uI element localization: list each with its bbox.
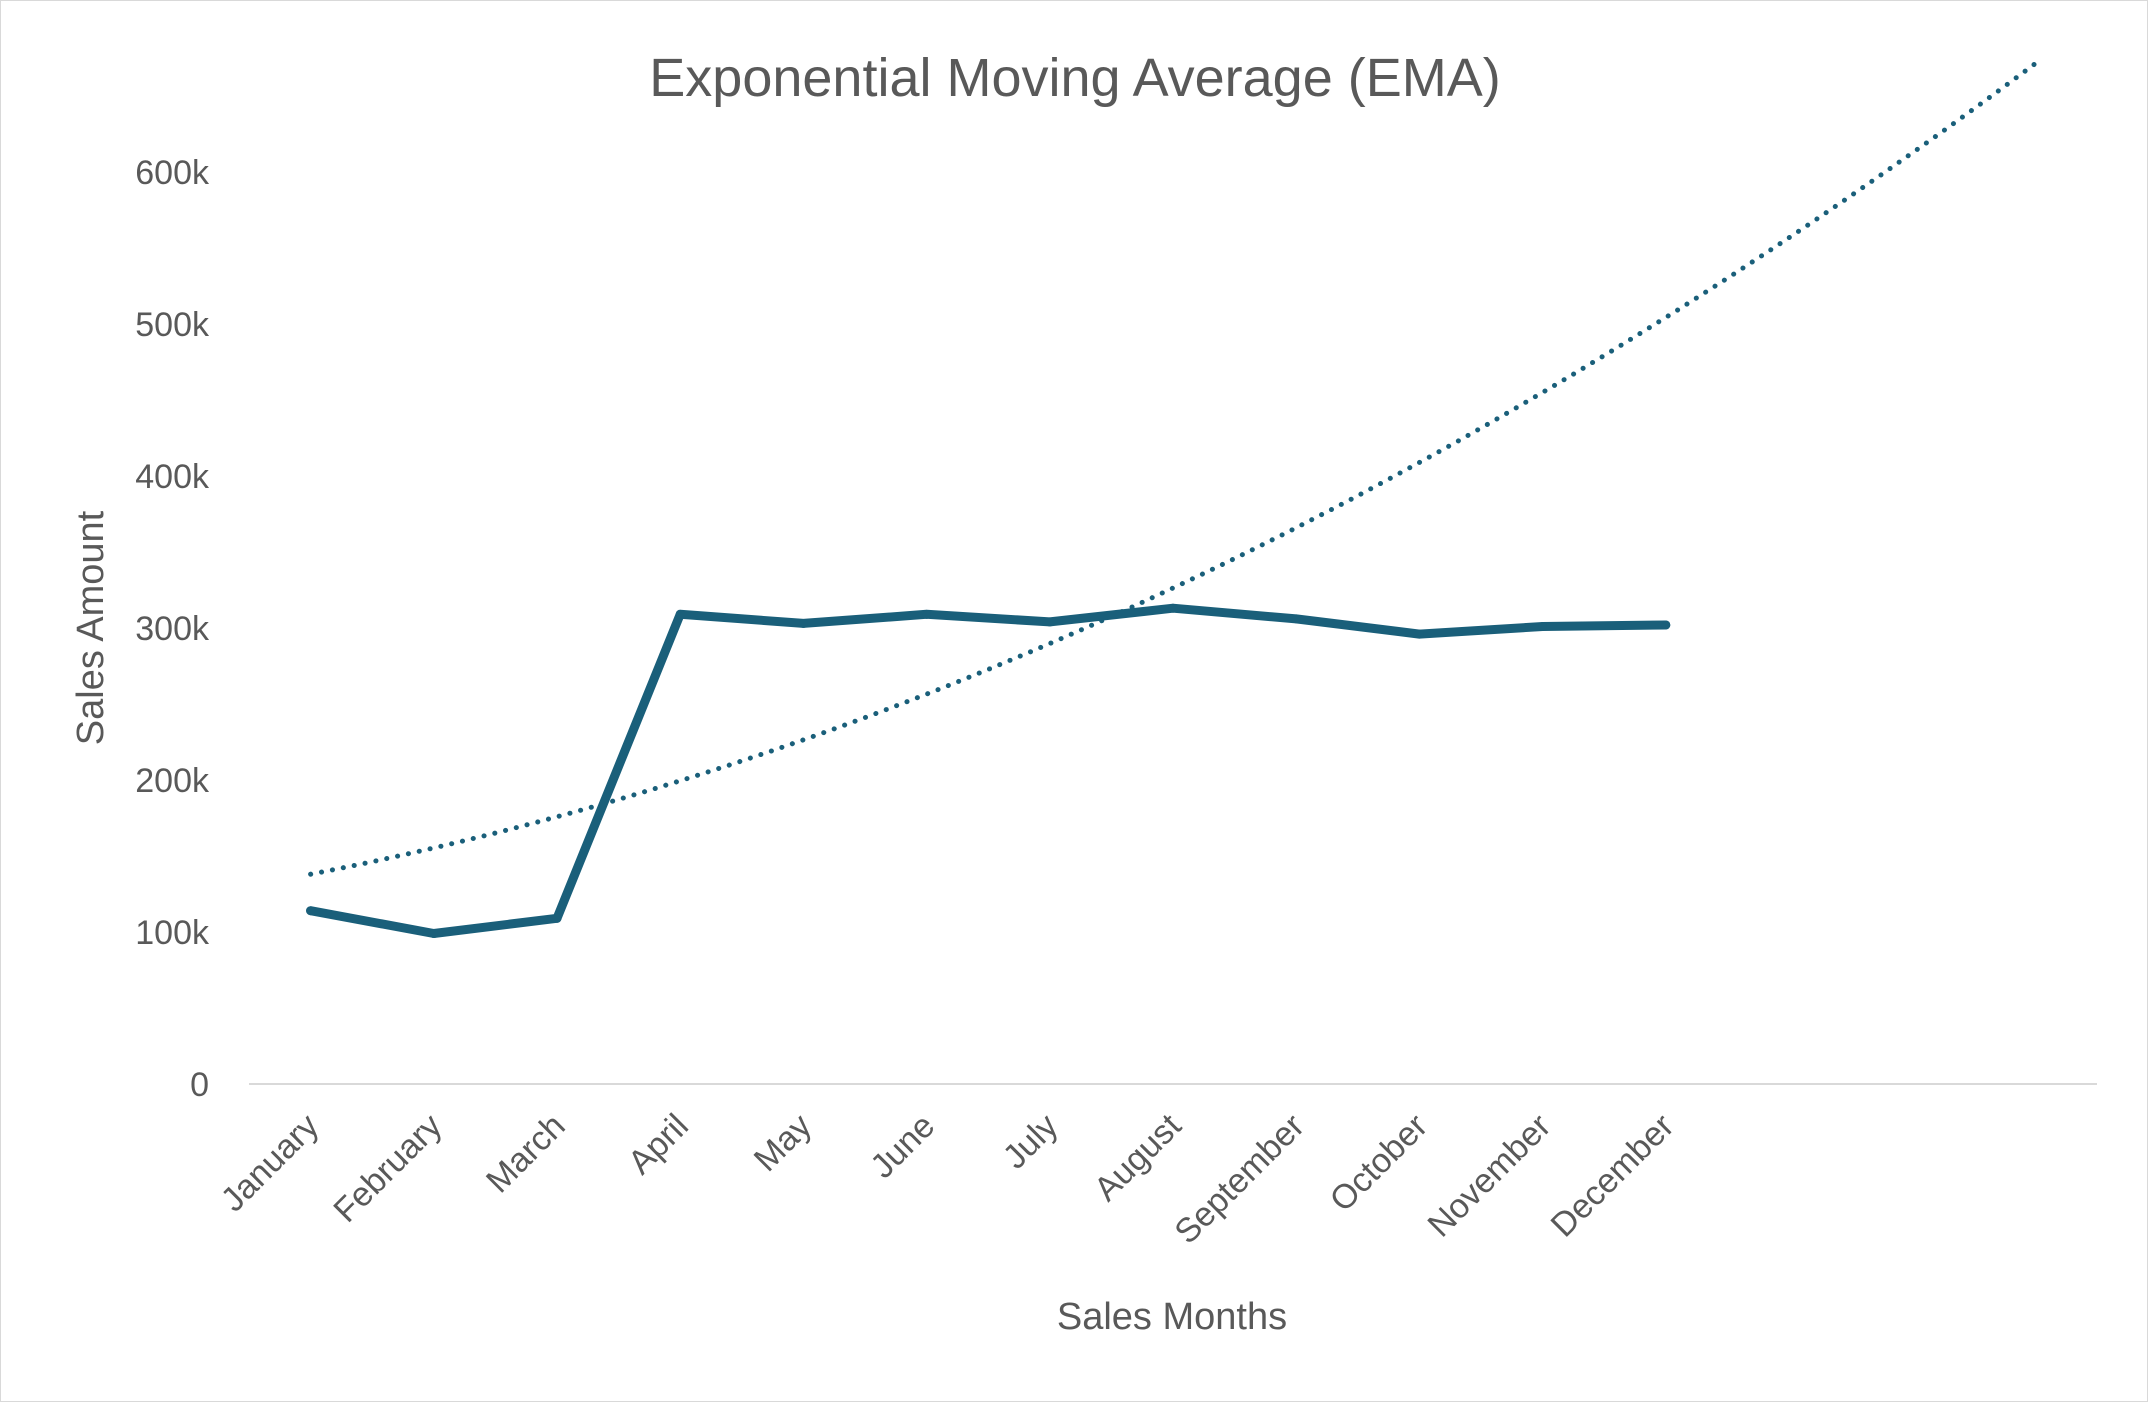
x-tick-label: October	[1323, 1107, 1435, 1219]
x-axis-ticks: January February March April May June July Augu…	[214, 1106, 1682, 1251]
data-point	[675, 609, 685, 619]
x-axis-title: Sales Months	[1057, 1296, 1287, 1338]
data-point	[429, 929, 439, 939]
x-tick-label: August	[1087, 1106, 1189, 1208]
x-tick-label: May	[747, 1107, 819, 1179]
data-point	[306, 906, 316, 916]
trendline	[308, 61, 2038, 877]
data-point	[1291, 614, 1301, 624]
data-point	[798, 618, 808, 628]
x-tick-label: December	[1544, 1107, 1682, 1245]
data-point	[1168, 603, 1178, 613]
series-points	[306, 603, 1671, 939]
x-tick-label: April	[621, 1107, 696, 1182]
y-axis-title: Sales Amount	[70, 510, 112, 745]
x-tick-label: November	[1420, 1107, 1558, 1245]
y-tick-label: 100k	[135, 914, 210, 952]
data-point	[922, 609, 932, 619]
data-point	[1538, 621, 1548, 631]
x-tick-label: February	[326, 1107, 449, 1230]
y-tick-label: 0	[190, 1066, 209, 1104]
series-line	[306, 603, 1671, 938]
y-tick-label: 400k	[135, 458, 210, 496]
x-tick-label: January	[214, 1107, 326, 1219]
y-tick-label: 500k	[135, 306, 210, 344]
y-axis-ticks: 0 100k 200k 300k 400k 500k 600k	[135, 154, 210, 1104]
x-tick-label: September	[1167, 1107, 1311, 1251]
x-tick-label: March	[479, 1107, 573, 1201]
data-point	[1045, 617, 1055, 627]
x-tick-label: July	[996, 1107, 1066, 1177]
chart-title: Exponential Moving Average (EMA)	[649, 48, 1500, 108]
y-tick-label: 300k	[135, 610, 210, 648]
data-point	[1661, 620, 1671, 630]
data-point	[552, 913, 562, 923]
x-tick-label: June	[863, 1107, 942, 1186]
y-tick-label: 600k	[135, 154, 210, 192]
y-tick-label: 200k	[135, 762, 210, 800]
data-point	[1414, 629, 1424, 639]
